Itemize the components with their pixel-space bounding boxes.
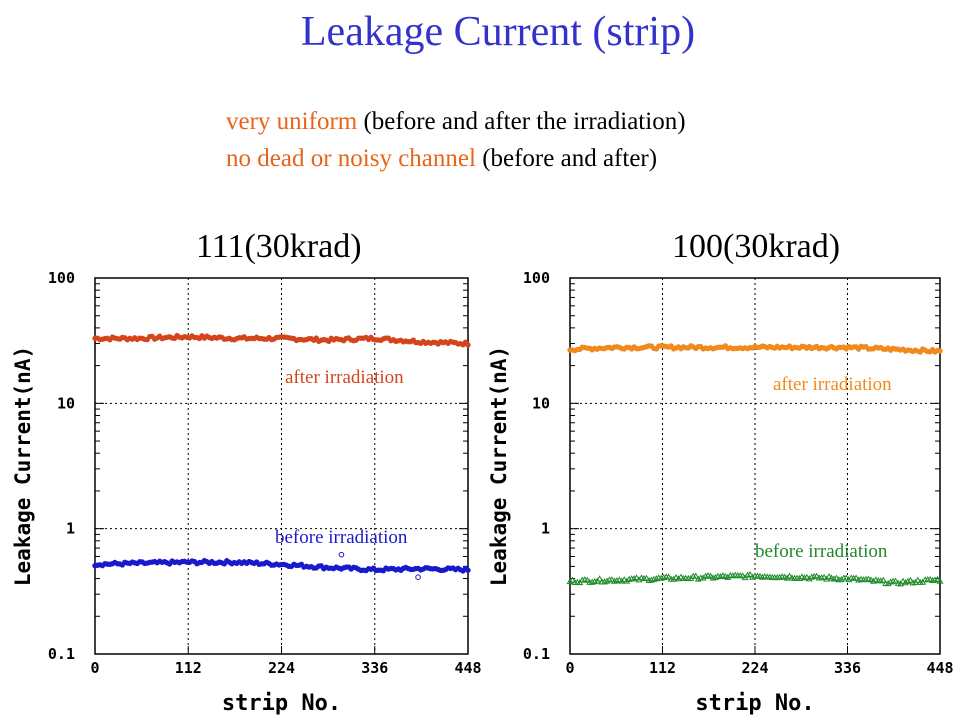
data-point (803, 573, 811, 580)
chart-panel-1: 0 112 224 336 448 0.1 1 10 100 strip No. Leakage C… (487, 269, 954, 716)
data-point (746, 570, 754, 577)
series-1 (566, 570, 944, 587)
x-tick-label: 224 (268, 659, 295, 677)
series-label: after irradiation (285, 367, 404, 388)
data-point (596, 575, 604, 582)
data-point (677, 573, 685, 580)
data-point (465, 567, 471, 573)
data-point (603, 577, 611, 584)
data-point (630, 575, 638, 582)
data-point (884, 579, 892, 587)
data-point (914, 576, 922, 583)
data-point (899, 577, 907, 584)
data-point (887, 578, 895, 585)
bullet-detail: (before and after the irradiation) (357, 108, 686, 135)
data-point (717, 573, 724, 580)
x-tick-label: 336 (361, 659, 388, 677)
data-point (879, 576, 887, 583)
series-label: before irradiation (275, 527, 408, 548)
slide-title: Leakage Current (strip) (300, 9, 696, 55)
y-tick-label: 1 (541, 520, 550, 538)
data-point (643, 574, 650, 581)
data-point (707, 572, 715, 579)
data-point (618, 577, 626, 584)
y-axis-label: Leakage Current(nA) (487, 346, 511, 586)
data-point (867, 576, 875, 583)
data-point (936, 577, 944, 584)
y-tick-label: 0.1 (48, 645, 75, 663)
y-tick-label: 100 (48, 269, 75, 287)
x-tick-label: 224 (741, 659, 768, 677)
data-point (795, 574, 803, 581)
chart-panel-0: 0 112 224 336 448 0.1 1 10 100 strip No. Leakage C… (11, 269, 482, 716)
x-tick-label: 448 (454, 659, 481, 677)
data-point (633, 574, 641, 581)
x-axis-label: strip No. (695, 691, 814, 716)
data-point (904, 577, 912, 584)
data-point (937, 348, 943, 354)
data-point (934, 575, 941, 582)
data-point (820, 573, 828, 580)
outlier-point (415, 574, 421, 580)
data-point (749, 573, 756, 580)
bullet-highlight: very uniform (226, 108, 358, 135)
bullet-highlight: no dead or noisy channel (226, 145, 476, 172)
data-point (825, 573, 833, 580)
bullet-detail: (before and after) (475, 145, 658, 172)
x-tick-label: 448 (926, 659, 953, 677)
y-tick-label: 0.1 (523, 645, 550, 663)
data-point (842, 574, 850, 581)
x-tick-label: 336 (834, 659, 861, 677)
x-tick-label: 0 (90, 659, 99, 677)
data-point (670, 575, 678, 582)
y-tick-label: 100 (523, 269, 550, 287)
data-point (832, 574, 840, 581)
data-point (739, 572, 747, 579)
data-point (892, 577, 900, 584)
x-axis-label: strip No. (222, 691, 341, 716)
x-tick-label: 0 (565, 659, 574, 677)
data-point (906, 576, 914, 583)
data-point (902, 579, 909, 586)
data-point (620, 576, 628, 583)
chart-title-111: 111(30krad) (196, 228, 362, 265)
series-label: after irradiation (773, 374, 892, 395)
data-point (569, 576, 576, 583)
series-0 (92, 332, 471, 348)
data-point (852, 574, 860, 581)
data-point (724, 573, 732, 580)
series-1 (92, 551, 471, 580)
data-point (813, 572, 821, 579)
bullet-uniform: very uniform (before and after the irrad… (226, 108, 686, 136)
x-tick-label: 112 (175, 659, 202, 677)
data-point (699, 574, 707, 581)
outlier-point (338, 551, 345, 558)
y-tick-label: 10 (57, 394, 75, 412)
data-point (786, 572, 793, 579)
data-point (805, 575, 813, 582)
series-0 (567, 342, 943, 355)
data-point (694, 575, 702, 582)
data-point (566, 578, 574, 585)
data-point (665, 573, 673, 580)
data-point (583, 576, 591, 583)
data-point (652, 575, 660, 582)
y-tick-label: 1 (66, 520, 75, 538)
x-tick-label: 112 (649, 659, 676, 677)
bullet-no-dead-channel: no dead or noisy channel (before and aft… (226, 145, 657, 173)
y-axis-label: Leakage Current(nA) (11, 346, 35, 586)
data-point (613, 577, 621, 584)
data-point (465, 342, 471, 348)
data-point (712, 573, 719, 581)
data-point (608, 576, 616, 583)
chart-title-100: 100(30krad) (672, 228, 841, 265)
series-label: before irradiation (755, 541, 888, 562)
data-point (869, 577, 877, 584)
data-point (845, 576, 853, 583)
data-point (837, 575, 845, 583)
data-point (692, 572, 700, 579)
y-tick-label: 10 (532, 394, 550, 412)
data-point (675, 575, 682, 582)
